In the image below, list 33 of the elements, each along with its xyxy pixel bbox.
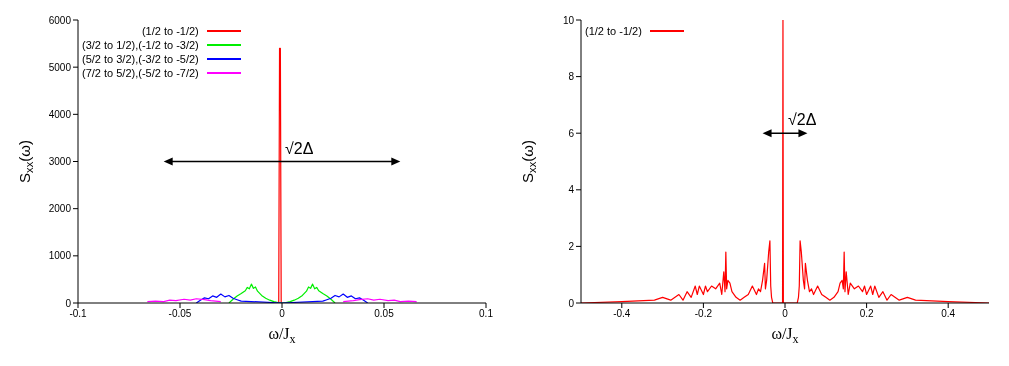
x-tick-label: 0.05 [374,308,395,320]
y-tick-label: 4000 [48,108,72,120]
annotation: √2Δ [285,139,314,157]
x-tick-label: -0.05 [168,308,192,320]
y-tick-label: 6 [568,127,575,139]
y-tick-label: 8 [568,71,575,83]
legend-label: (1/2 to -1/2) [585,24,642,38]
y-tick-label: 4 [568,184,575,196]
y-tick-label: 6000 [48,14,72,26]
y-tick-label: 10 [562,14,575,26]
y-tick-label: 2 [568,240,575,252]
y-tick-label: 5000 [48,61,72,73]
x-axis-title: ω/J$_{x}$ [771,325,799,346]
x-tick-label: 0 [279,308,286,320]
y-tick-label: 0 [568,297,575,309]
y-tick-label: 2000 [48,203,72,215]
legend-label: (5/2 to 3/2),(-3/2 to -5/2) [82,52,199,66]
y-tick-label: 0 [65,297,72,309]
x-tick-label: -0.4 [613,308,631,320]
legend-label: (3/2 to 1/2),(-1/2 to -3/2) [82,38,199,52]
x-tick-label: 0 [782,308,789,320]
x-tick-label: -0.2 [694,308,713,320]
annotation: √2Δ [788,111,817,129]
x-tick-label: 0.4 [941,308,956,320]
y-tick-label: 1000 [48,250,72,262]
y-tick-label: 3000 [48,156,72,168]
x-tick-label: 0.2 [859,308,874,320]
x-tick-label: 0.1 [479,308,494,320]
legend-label: (7/2 to 5/2),(-5/2 to -7/2) [82,66,199,80]
x-axis-title: ω/J$_{x}$ [268,325,296,346]
line-series [228,283,336,303]
x-tick-label: -0.1 [69,308,88,320]
legend-label: (1/2 to -1/2) [141,24,199,38]
